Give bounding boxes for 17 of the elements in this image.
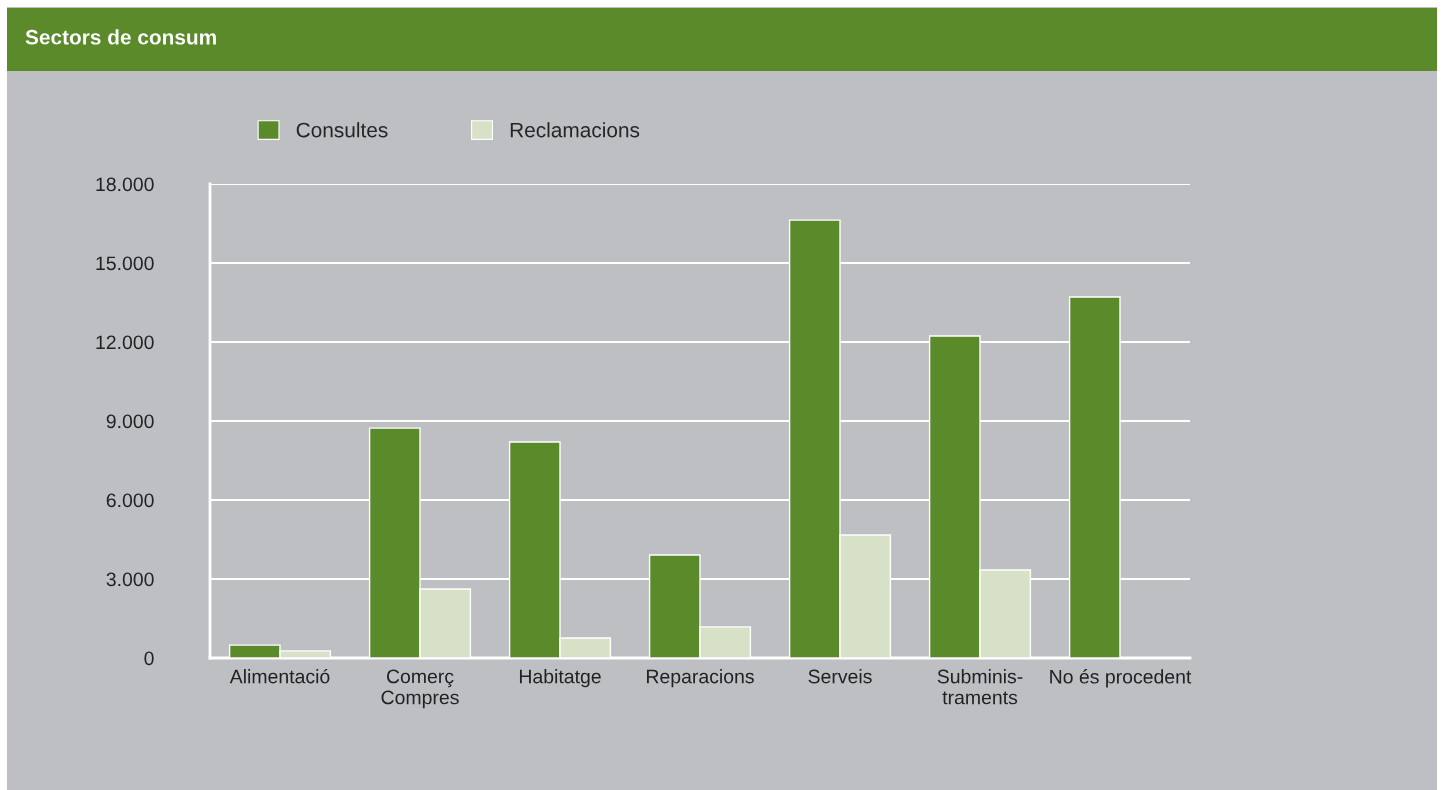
x-tick-label: Serveis (808, 669, 872, 684)
chart-title: Sectors de consum (25, 29, 216, 45)
y-tick-label: 12.000 (96, 335, 154, 350)
y-tick-label: 0 (144, 651, 154, 666)
y-tick-label: 15.000 (96, 256, 154, 271)
x-tick-label: Alimentació (229, 668, 330, 684)
y-tick-label: 3.000 (106, 572, 154, 587)
legend-label: Reclamacions (510, 122, 640, 138)
y-tick-label: 6.000 (106, 493, 154, 508)
x-tick-label: No és procedent (1050, 669, 1192, 688)
x-tick-label: Reparacions (647, 669, 754, 688)
x-tick-label: Subminis- traments (937, 669, 1023, 705)
x-tick-label: Habitatge (519, 669, 601, 688)
y-tick-label: 18.000 (96, 177, 154, 192)
x-tick-label: Comerç Compres (381, 669, 459, 709)
y-tick-label: 9.000 (106, 414, 154, 429)
legend-label: Consultes (296, 122, 388, 138)
